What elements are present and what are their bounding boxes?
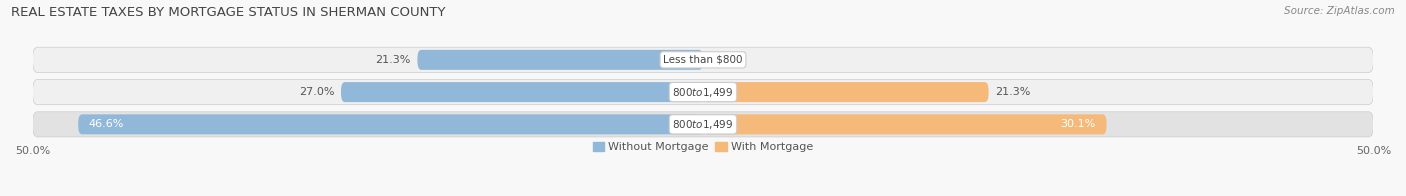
Text: 21.3%: 21.3% — [375, 55, 411, 65]
Text: $800 to $1,499: $800 to $1,499 — [672, 86, 734, 99]
Legend: Without Mortgage, With Mortgage: Without Mortgage, With Mortgage — [588, 137, 818, 157]
Text: 30.1%: 30.1% — [1060, 119, 1095, 129]
FancyBboxPatch shape — [703, 114, 1107, 134]
Text: 0.0%: 0.0% — [710, 55, 738, 65]
Text: 46.6%: 46.6% — [89, 119, 124, 129]
Text: REAL ESTATE TAXES BY MORTGAGE STATUS IN SHERMAN COUNTY: REAL ESTATE TAXES BY MORTGAGE STATUS IN … — [11, 6, 446, 19]
FancyBboxPatch shape — [342, 82, 703, 102]
Text: 21.3%: 21.3% — [995, 87, 1031, 97]
Text: Source: ZipAtlas.com: Source: ZipAtlas.com — [1284, 6, 1395, 16]
FancyBboxPatch shape — [418, 50, 703, 70]
Text: 27.0%: 27.0% — [299, 87, 335, 97]
FancyBboxPatch shape — [32, 80, 1374, 105]
FancyBboxPatch shape — [32, 112, 1374, 137]
FancyBboxPatch shape — [79, 114, 703, 134]
Text: $800 to $1,499: $800 to $1,499 — [672, 118, 734, 131]
Text: Less than $800: Less than $800 — [664, 55, 742, 65]
FancyBboxPatch shape — [32, 47, 1374, 72]
FancyBboxPatch shape — [703, 82, 988, 102]
